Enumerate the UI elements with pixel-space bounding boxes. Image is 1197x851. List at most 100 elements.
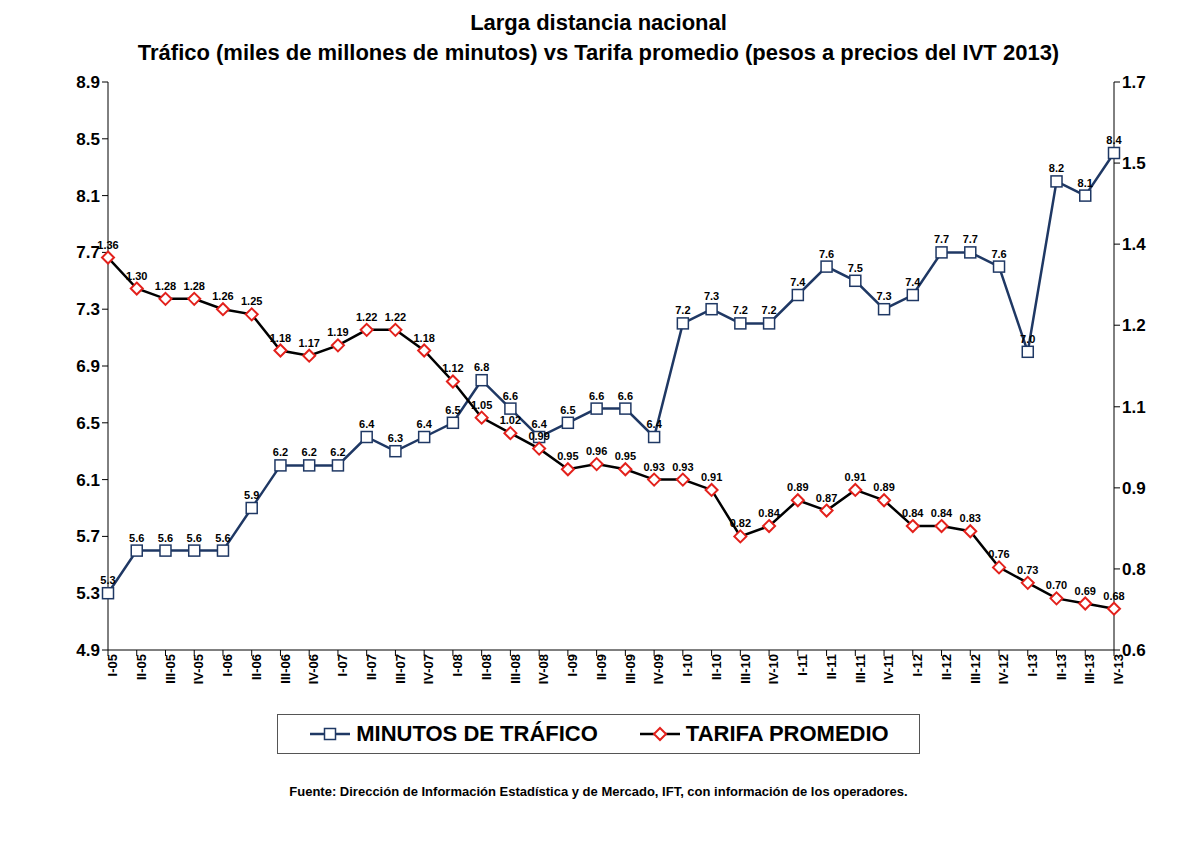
svg-text:6.4: 6.4 — [646, 418, 662, 430]
svg-text:1.22: 1.22 — [356, 311, 377, 323]
svg-text:I-08: I-08 — [450, 654, 465, 676]
svg-text:III-13: III-13 — [1082, 654, 1097, 684]
svg-text:III-07: III-07 — [393, 654, 408, 684]
svg-text:1.18: 1.18 — [413, 332, 434, 344]
svg-text:0.82: 0.82 — [730, 517, 751, 529]
svg-text:1.02: 1.02 — [500, 414, 521, 426]
svg-text:II-05: II-05 — [134, 654, 149, 680]
svg-text:7.6: 7.6 — [991, 248, 1006, 260]
svg-text:1.5: 1.5 — [1122, 154, 1146, 173]
svg-text:7.4: 7.4 — [790, 276, 806, 288]
svg-text:6.4: 6.4 — [417, 418, 433, 430]
svg-text:1.30: 1.30 — [126, 270, 147, 282]
svg-text:II-06: II-06 — [249, 654, 264, 680]
svg-text:0.6: 0.6 — [1122, 641, 1146, 660]
svg-text:0.8: 0.8 — [1122, 560, 1146, 579]
svg-text:8.9: 8.9 — [76, 73, 100, 92]
svg-text:0.73: 0.73 — [1017, 564, 1038, 576]
svg-text:III-12: III-12 — [968, 654, 983, 684]
svg-text:I-11: I-11 — [795, 654, 810, 676]
svg-text:7.4: 7.4 — [905, 276, 921, 288]
svg-text:0.96: 0.96 — [586, 445, 607, 457]
svg-text:7.7: 7.7 — [934, 233, 949, 245]
svg-text:6.9: 6.9 — [76, 357, 100, 376]
svg-text:6.3: 6.3 — [388, 432, 403, 444]
svg-text:IV-09: IV-09 — [651, 654, 666, 684]
svg-text:III-11: III-11 — [853, 654, 868, 683]
svg-text:III-09: III-09 — [623, 654, 638, 684]
svg-text:6.8: 6.8 — [474, 361, 489, 373]
svg-text:6.5: 6.5 — [76, 414, 100, 433]
svg-text:7.2: 7.2 — [761, 304, 776, 316]
svg-text:1.4: 1.4 — [1122, 235, 1146, 254]
svg-text:I-09: I-09 — [565, 654, 580, 676]
svg-text:I-07: I-07 — [335, 654, 350, 676]
svg-text:6.4: 6.4 — [359, 418, 375, 430]
svg-text:IV-11: IV-11 — [881, 654, 896, 684]
svg-text:6.6: 6.6 — [618, 390, 633, 402]
svg-text:II-07: II-07 — [364, 654, 379, 680]
svg-text:II-10: II-10 — [709, 654, 724, 680]
svg-text:5.6: 5.6 — [129, 532, 144, 544]
svg-text:6.5: 6.5 — [445, 404, 460, 416]
svg-text:III-10: III-10 — [738, 654, 753, 684]
svg-text:0.84: 0.84 — [931, 507, 953, 519]
svg-text:1.26: 1.26 — [212, 290, 233, 302]
svg-text:8.2: 8.2 — [1049, 162, 1064, 174]
svg-text:IV-08: IV-08 — [536, 654, 551, 684]
svg-text:I-13: I-13 — [1025, 654, 1040, 676]
svg-text:1.05: 1.05 — [471, 399, 492, 411]
svg-text:6.6: 6.6 — [503, 390, 518, 402]
svg-text:1.22: 1.22 — [385, 311, 406, 323]
svg-text:1.18: 1.18 — [270, 332, 291, 344]
svg-text:6.1: 6.1 — [76, 471, 100, 490]
svg-text:II-08: II-08 — [479, 654, 494, 680]
svg-text:8.1: 8.1 — [76, 187, 100, 206]
svg-text:7.2: 7.2 — [733, 304, 748, 316]
svg-text:0.70: 0.70 — [1046, 579, 1067, 591]
svg-text:I-05: I-05 — [105, 654, 120, 676]
svg-text:5.3: 5.3 — [100, 574, 115, 586]
svg-text:5.7: 5.7 — [76, 527, 100, 546]
svg-text:6.2: 6.2 — [330, 446, 345, 458]
svg-text:1.17: 1.17 — [298, 337, 319, 349]
svg-text:1.28: 1.28 — [184, 280, 205, 292]
svg-text:5.6: 5.6 — [215, 532, 230, 544]
svg-text:IV-10: IV-10 — [766, 654, 781, 684]
svg-text:I-06: I-06 — [220, 654, 235, 676]
svg-text:III-06: III-06 — [278, 654, 293, 684]
svg-text:8.4: 8.4 — [1106, 134, 1122, 146]
svg-text:IV-07: IV-07 — [421, 654, 436, 684]
svg-text:0.87: 0.87 — [816, 492, 837, 504]
svg-text:6.2: 6.2 — [302, 446, 317, 458]
svg-text:0.84: 0.84 — [758, 507, 780, 519]
svg-text:III-08: III-08 — [508, 654, 523, 684]
svg-text:0.89: 0.89 — [787, 481, 808, 493]
svg-text:0.68: 0.68 — [1103, 590, 1124, 602]
svg-text:1.1: 1.1 — [1122, 398, 1146, 417]
svg-text:5.3: 5.3 — [76, 584, 100, 603]
svg-text:I-10: I-10 — [680, 654, 695, 676]
svg-text:1.19: 1.19 — [327, 326, 348, 338]
svg-text:1.28: 1.28 — [155, 280, 176, 292]
svg-text:II-13: II-13 — [1054, 654, 1069, 680]
svg-text:0.76: 0.76 — [988, 548, 1009, 560]
svg-text:7.3: 7.3 — [704, 290, 719, 302]
svg-text:1.12: 1.12 — [442, 362, 463, 374]
svg-text:7.7: 7.7 — [963, 233, 978, 245]
svg-text:7.5: 7.5 — [848, 262, 863, 274]
svg-text:6.5: 6.5 — [560, 404, 575, 416]
svg-text:0.69: 0.69 — [1075, 585, 1096, 597]
svg-text:0.89: 0.89 — [873, 481, 894, 493]
svg-text:0.95: 0.95 — [615, 450, 636, 462]
svg-text:1.36: 1.36 — [97, 239, 118, 251]
svg-text:6.6: 6.6 — [589, 390, 604, 402]
svg-text:1.7: 1.7 — [1122, 73, 1146, 92]
svg-text:7.3: 7.3 — [76, 300, 100, 319]
svg-text:7.0: 7.0 — [1020, 333, 1035, 345]
svg-text:III-05: III-05 — [163, 654, 178, 684]
svg-text:4.9: 4.9 — [76, 641, 100, 660]
svg-text:0.83: 0.83 — [960, 512, 981, 524]
svg-text:I-12: I-12 — [910, 654, 925, 676]
svg-text:IV-05: IV-05 — [191, 654, 206, 684]
